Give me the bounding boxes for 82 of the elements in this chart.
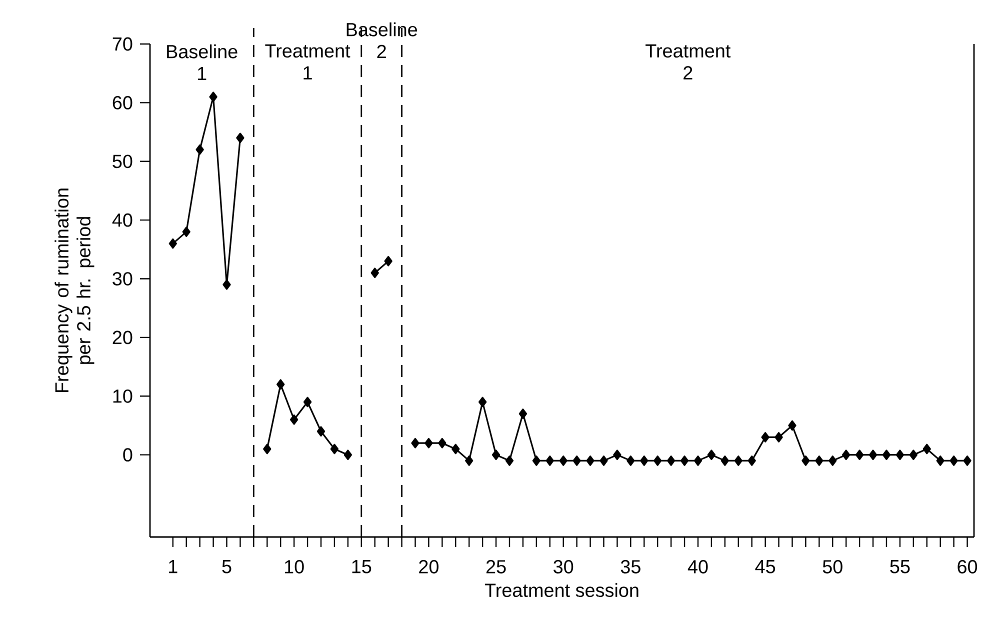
point <box>370 268 379 278</box>
point <box>734 456 742 466</box>
point <box>344 450 352 460</box>
point <box>438 438 446 448</box>
point <box>182 226 190 238</box>
point <box>815 456 824 466</box>
point <box>168 238 177 249</box>
point <box>868 450 878 460</box>
point <box>828 456 837 466</box>
y-tick-label: 20 <box>112 330 132 344</box>
point <box>600 456 608 466</box>
y-tick-label: 50 <box>112 154 132 168</box>
x-tick-label: 30 <box>554 560 574 574</box>
point <box>452 444 460 454</box>
point <box>411 438 420 448</box>
point <box>963 456 972 466</box>
point <box>316 426 326 437</box>
x-axis-title: Treatment session <box>484 583 638 598</box>
point <box>492 450 500 460</box>
point <box>518 408 528 419</box>
point <box>465 456 474 466</box>
point <box>586 456 594 466</box>
point <box>478 396 487 408</box>
point <box>950 456 958 466</box>
point <box>196 144 204 155</box>
point <box>680 456 689 466</box>
point <box>559 456 568 466</box>
point <box>505 456 514 466</box>
point <box>276 379 285 390</box>
point <box>909 450 918 460</box>
point <box>761 432 770 442</box>
y-tick-label: 10 <box>113 389 132 403</box>
y-tick-label: 40 <box>112 213 132 227</box>
x-tick-label: 15 <box>352 560 372 574</box>
x-tick-label: 45 <box>755 560 776 574</box>
point <box>855 450 864 460</box>
point <box>330 444 339 454</box>
x-tick-label: 40 <box>688 560 708 574</box>
point <box>774 432 783 442</box>
x-tick-label: 1 <box>169 560 178 574</box>
annotation: Treatment 2 <box>646 44 731 80</box>
x-tick-label: 35 <box>620 560 640 574</box>
x-tick-label: 25 <box>486 560 506 574</box>
point <box>748 456 756 466</box>
point <box>626 456 635 466</box>
x-tick-label: 5 <box>222 560 232 574</box>
y-tick-label: 30 <box>112 272 132 286</box>
point <box>613 450 622 460</box>
point <box>707 450 716 460</box>
x-tick-label: 60 <box>958 560 978 574</box>
point <box>842 450 850 460</box>
point <box>303 396 312 408</box>
point <box>263 444 272 454</box>
point <box>640 456 648 466</box>
point <box>384 256 392 266</box>
point <box>896 450 904 460</box>
x-tick-label: 20 <box>419 560 438 574</box>
point <box>654 456 662 466</box>
y-axis-title: Frequency of rumination per 2.5 hr. period <box>54 188 94 392</box>
point <box>788 420 796 431</box>
annotation: Baseline 1 <box>167 44 238 80</box>
x-tick-label: 10 <box>284 560 304 574</box>
y-tick-label: 60 <box>112 96 132 110</box>
point <box>802 456 810 466</box>
point <box>424 438 433 448</box>
y-tick-label: 0 <box>123 448 132 462</box>
point <box>572 456 581 466</box>
point <box>666 456 676 466</box>
point <box>532 456 541 466</box>
point <box>209 92 218 102</box>
point <box>720 456 730 466</box>
point <box>922 444 931 454</box>
point <box>936 456 944 466</box>
x-tick-label: 55 <box>890 560 910 574</box>
point <box>546 456 554 466</box>
y-tick-label: 70 <box>112 37 132 51</box>
point <box>694 456 702 466</box>
point <box>236 132 244 144</box>
point <box>222 279 231 290</box>
point <box>290 414 298 425</box>
point <box>882 450 891 460</box>
x-tick-label: 50 <box>822 560 842 574</box>
